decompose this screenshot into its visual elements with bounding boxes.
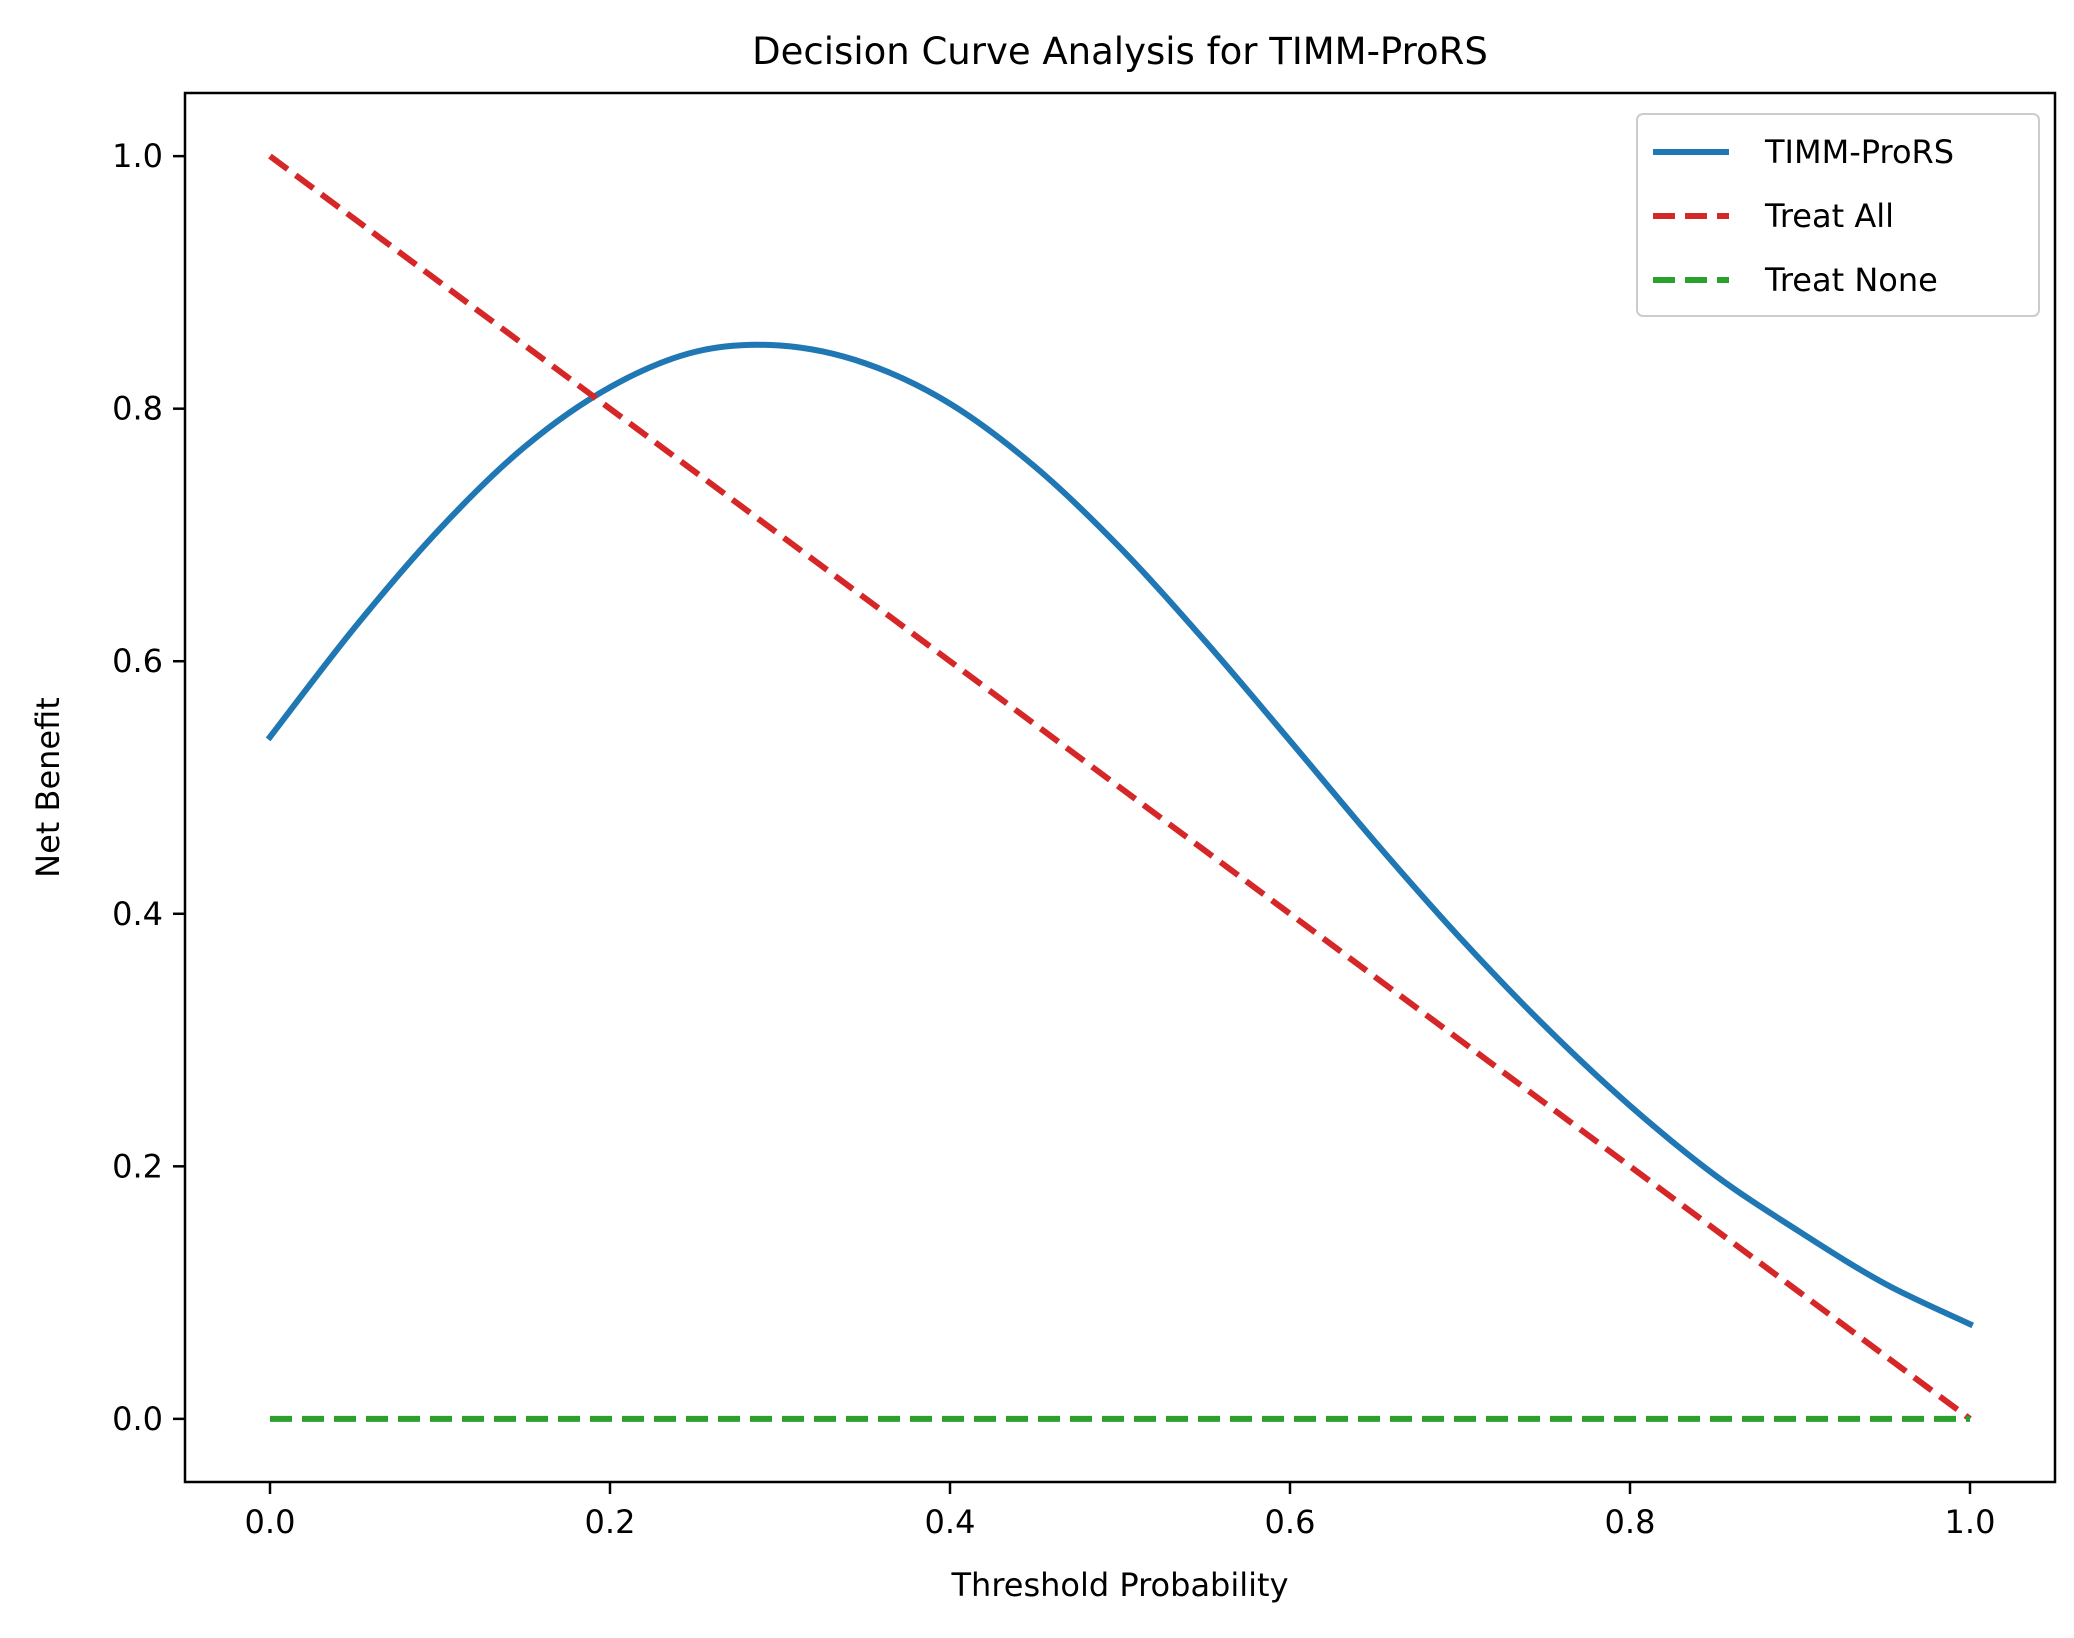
series-line-treat-all [268, 153, 1972, 1422]
x-axis-label: Threshold Probability [950, 1566, 1288, 1604]
y-tick-label: 0.8 [112, 390, 163, 428]
chart-title: Decision Curve Analysis for TIMM-ProRS [752, 30, 1488, 73]
x-tick-label: 0.6 [1265, 1503, 1316, 1541]
x-tick-label: 0.4 [925, 1503, 976, 1541]
legend-label-timm-prors: TIMM-ProRS [1764, 133, 1954, 171]
y-tick-label: 0.2 [112, 1147, 163, 1185]
legend: TIMM-ProRS Treat All Treat None [1636, 113, 2040, 317]
legend-box [1636, 113, 2040, 317]
x-axis: 0.0 0.2 0.4 0.6 0.8 1.0 [245, 1482, 1996, 1541]
y-axis: 0.0 0.2 0.4 0.6 0.8 1.0 [112, 137, 185, 1438]
y-tick-label: 0.6 [112, 642, 163, 680]
y-axis-label: Net Benefit [29, 697, 67, 878]
y-tick-label: 0.4 [112, 895, 163, 933]
x-tick-label: 0.0 [245, 1503, 296, 1541]
x-tick-label: 1.0 [1945, 1503, 1996, 1541]
x-tick-label: 0.2 [585, 1503, 636, 1541]
y-tick-label: 0.0 [112, 1400, 163, 1438]
y-tick-label: 1.0 [112, 137, 163, 175]
series-layer [265, 153, 1974, 1422]
plot-frame [183, 91, 2057, 1484]
legend-label-treat-all: Treat All [1764, 197, 1894, 235]
legend-label-treat-none: Treat None [1764, 261, 1938, 299]
x-tick-label: 0.8 [1605, 1503, 1656, 1541]
series-line-timm-prors [265, 341, 1974, 1329]
